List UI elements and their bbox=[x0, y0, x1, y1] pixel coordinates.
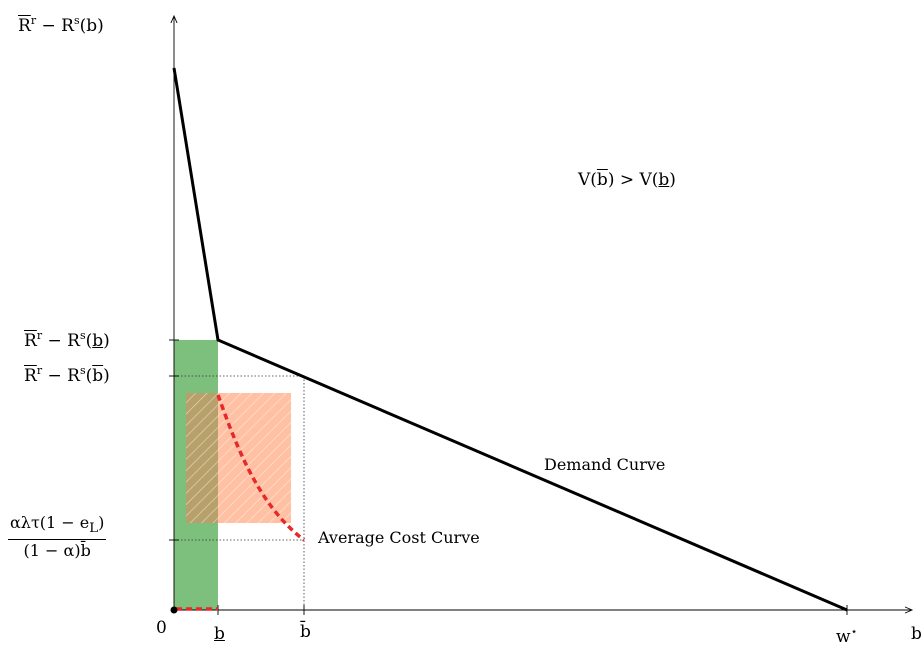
demand-curve bbox=[172, 67, 848, 612]
hatch-overlay bbox=[186, 393, 291, 523]
tick-label-b-low: b bbox=[214, 624, 225, 644]
origin-label: 0 bbox=[156, 618, 167, 638]
average-cost-curve bbox=[216, 394, 306, 542]
average-cost-curve-label: Average Cost Curve bbox=[318, 528, 480, 547]
demand-curve-label: Demand Curve bbox=[544, 455, 666, 474]
tick-label-w-star: w⋆ bbox=[836, 625, 858, 647]
x-axis-label: b bbox=[911, 624, 922, 644]
value-comparison-label: V(b) > V(b) bbox=[578, 170, 676, 190]
tick-label-b-bar: b̄ bbox=[300, 622, 311, 642]
origin-point bbox=[170, 606, 178, 614]
tick-label-rr-rs-blow: Rr − Rs(b) bbox=[24, 329, 110, 351]
y-axis-label: Rr − Rs(b) bbox=[18, 14, 104, 36]
tick-label-rr-rs-bbar: Rr − Rs(b) bbox=[24, 364, 110, 386]
tick-label-cost-fraction: αλτ(1 − eL) (1 − α)b̄ bbox=[8, 513, 107, 560]
